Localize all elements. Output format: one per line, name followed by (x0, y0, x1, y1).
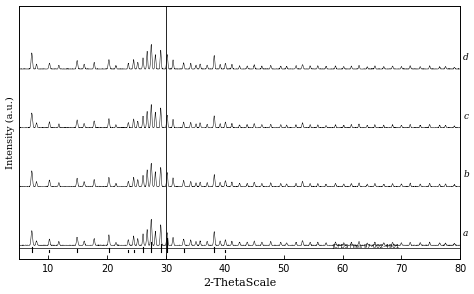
Text: a: a (463, 229, 469, 238)
Text: JCFDS Files 97-002-4901: JCFDS Files 97-002-4901 (332, 244, 400, 249)
Y-axis label: Intensity (a.u.): Intensity (a.u.) (6, 96, 15, 169)
X-axis label: 2-ThetaScale: 2-ThetaScale (203, 278, 276, 288)
Text: d: d (463, 53, 469, 62)
Text: c: c (463, 112, 468, 121)
Text: b: b (463, 171, 469, 180)
